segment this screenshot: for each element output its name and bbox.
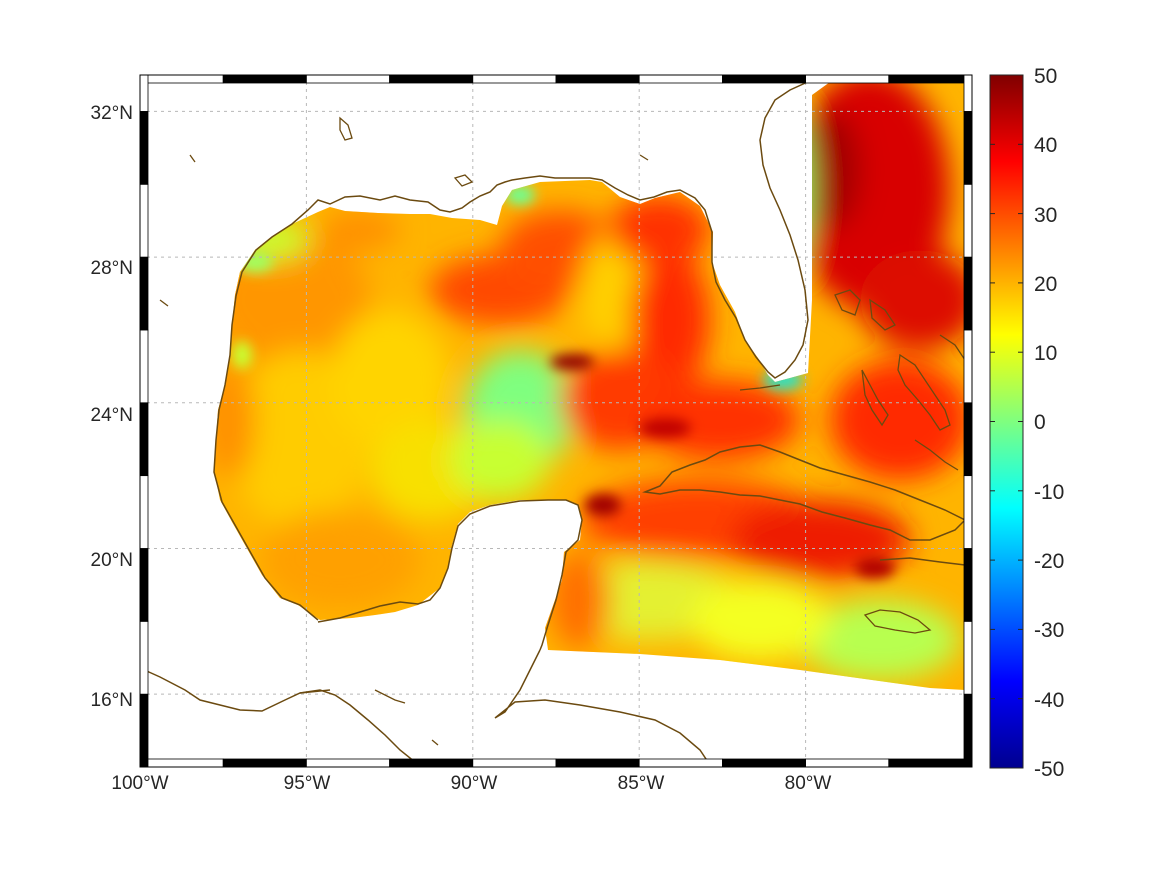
lon-tick-label: 100°W <box>111 773 168 794</box>
frame-segment <box>963 183 973 258</box>
frame-segment <box>222 74 307 84</box>
lon-tick-label: 95°W <box>284 773 331 794</box>
frame-segment <box>805 758 890 768</box>
colorbar-ticks <box>990 74 1023 769</box>
colorbar-labels: 50 40 30 20 10 0 -10 -20 -30 -40 -50 <box>1034 65 1064 781</box>
colorbar-label: -20 <box>1034 550 1064 573</box>
lon-tick-label: 80°W <box>785 773 832 794</box>
frame-segment <box>139 256 149 331</box>
colorbar-label: 30 <box>1034 204 1057 227</box>
frame-segment <box>139 758 224 768</box>
coastlines <box>139 74 967 767</box>
frame-segment <box>139 548 149 622</box>
map-frame <box>139 74 973 768</box>
frame-segment <box>139 183 149 258</box>
frame-segment <box>139 402 149 477</box>
colorbar-label: -50 <box>1034 758 1064 781</box>
frame-segment <box>805 74 890 84</box>
frame-segment <box>963 620 973 695</box>
colorbar-label: 40 <box>1034 134 1057 157</box>
frame-segment <box>963 111 973 185</box>
colorbar: 50 40 30 20 10 0 -10 -20 -30 -40 -50 <box>989 65 1064 781</box>
frame-segment <box>963 256 973 331</box>
colorbar-label: -40 <box>1034 689 1064 712</box>
frame-segment <box>888 74 973 84</box>
colorbar-label: 50 <box>1034 65 1057 88</box>
frame-segment <box>139 74 149 112</box>
frame-segment <box>389 74 474 84</box>
colorbar-gradient <box>989 74 1024 769</box>
lat-tick-label: 32°N <box>91 103 133 124</box>
frame-segment <box>139 111 149 185</box>
frame-segment <box>963 329 973 404</box>
frame-segment <box>963 693 973 768</box>
colorbar-label: 0 <box>1034 411 1046 434</box>
colorbar-label: -30 <box>1034 619 1064 642</box>
frame-segment <box>963 548 973 622</box>
frame-segment <box>139 74 224 84</box>
frame-segment <box>555 74 640 84</box>
frame-segment <box>222 758 307 768</box>
frame-segment <box>555 758 640 768</box>
frame-segment <box>305 74 390 84</box>
frame-segment <box>139 693 149 768</box>
frame-segment <box>139 475 149 549</box>
frame-segment <box>472 758 557 768</box>
frame-segment <box>305 758 390 768</box>
lat-tick-label: 28°N <box>91 258 133 279</box>
colorbar-label: -10 <box>1034 481 1064 504</box>
lat-tick-label: 16°N <box>91 690 133 711</box>
frame-segment <box>963 475 973 549</box>
frame-segment <box>139 620 149 695</box>
frame-outline <box>139 74 973 768</box>
frame-segment <box>638 74 723 84</box>
frame-segment <box>139 329 149 404</box>
lon-tick-label: 90°W <box>451 773 498 794</box>
lon-tick-labels: 100°W 95°W 90°W 85°W 80°W <box>111 773 831 794</box>
lat-tick-label: 24°N <box>91 405 133 426</box>
frame-segment <box>963 402 973 477</box>
data-field <box>214 82 965 690</box>
frame-segment <box>888 758 973 768</box>
frame-segment <box>472 74 557 84</box>
frame-segment <box>638 758 723 768</box>
frame-segment <box>722 758 807 768</box>
lat-tick-label: 20°N <box>91 550 133 571</box>
frame-segment <box>389 758 474 768</box>
colorbar-label: 10 <box>1034 342 1057 365</box>
lat-tick-labels: 16°N 20°N 24°N 28°N 32°N <box>91 103 133 711</box>
frame-segment <box>963 74 973 112</box>
lon-tick-label: 85°W <box>618 773 665 794</box>
frame-segment <box>722 74 807 84</box>
colorbar-label: 20 <box>1034 273 1057 296</box>
